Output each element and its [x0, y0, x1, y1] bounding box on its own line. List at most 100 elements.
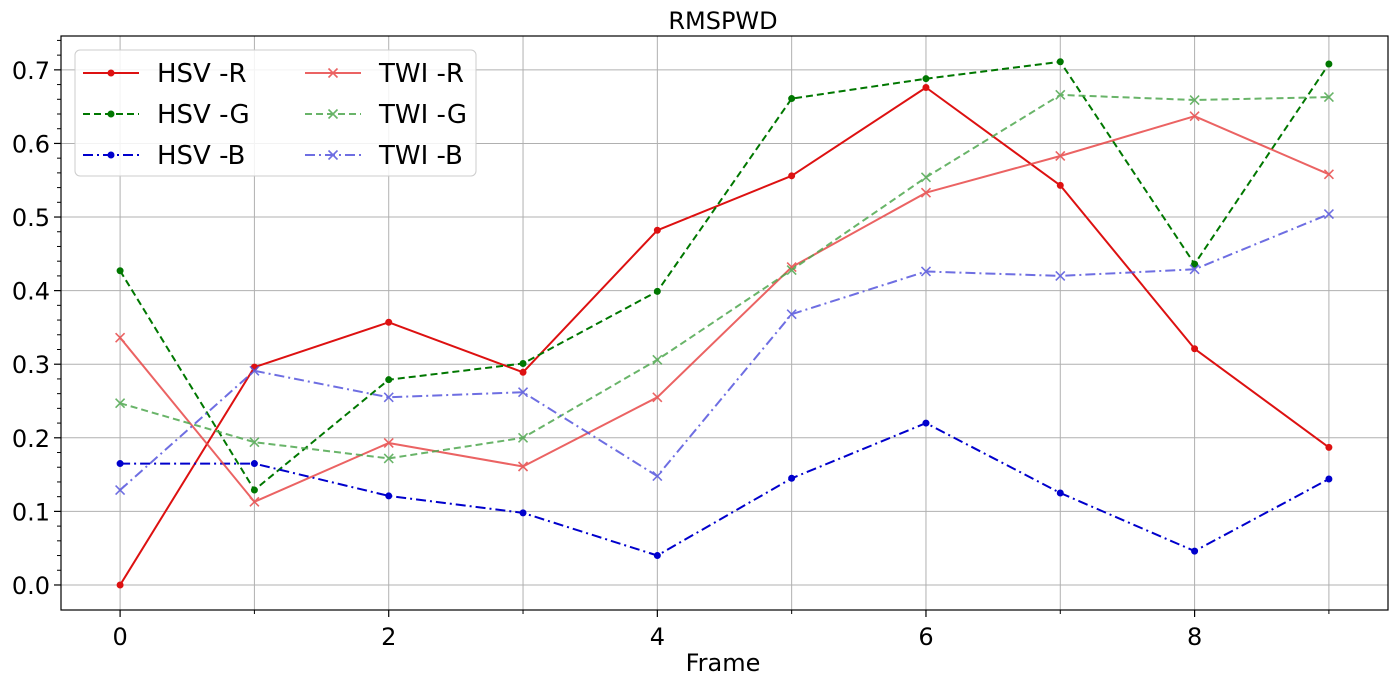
legend-label-hsv-r: HSV -R — [157, 59, 247, 89]
data-point-twi-g — [920, 172, 932, 183]
data-point-hsv-g — [250, 486, 258, 494]
data-point-twi-b — [517, 387, 529, 398]
x-marker-stroke — [1323, 169, 1334, 180]
x-marker-stroke — [786, 262, 797, 273]
data-point-twi-b — [920, 266, 932, 277]
series-hsv-b — [116, 419, 1333, 560]
x-marker-stroke — [249, 496, 260, 507]
legend-marker-twi-b — [327, 149, 339, 161]
data-point-hsv-g — [385, 376, 393, 384]
data-point-hsv-r — [519, 368, 527, 376]
x-marker-stroke — [383, 437, 394, 449]
legend-entry-hsv-r — [83, 69, 139, 77]
y-tick-label: 0.0 — [12, 572, 50, 600]
data-point-twi-g — [1055, 89, 1066, 100]
x-marker-stroke — [652, 392, 663, 403]
x-marker-stroke — [920, 187, 932, 198]
data-point-hsv-b — [250, 460, 258, 468]
data-point-hsv-r — [1056, 181, 1064, 189]
data-point-twi-r — [1323, 169, 1334, 180]
data-point-hsv-r — [1325, 443, 1333, 451]
series-line-hsv-g — [119, 60, 1330, 491]
data-point-twi-g — [1189, 94, 1200, 106]
data-point-hsv-g — [519, 359, 527, 367]
data-point-hsv-r — [385, 318, 393, 326]
series-layer — [115, 58, 1334, 589]
series-line-twi-g — [119, 93, 1329, 460]
data-point-twi-r — [652, 392, 663, 403]
data-point-hsv-b — [1056, 489, 1064, 497]
data-point-hsv-b — [385, 492, 393, 500]
x-tick-label: 0 — [112, 623, 127, 651]
legend-entry-twi-g — [305, 108, 361, 120]
legend-entry-twi-b — [305, 149, 361, 161]
data-point-twi-r — [383, 437, 394, 449]
data-point-hsv-g — [1325, 60, 1333, 68]
grid-lines — [61, 36, 1388, 610]
series-hsv-r — [116, 84, 1333, 589]
x-marker-stroke — [1055, 89, 1066, 100]
x-axis-label: Frame — [686, 649, 761, 677]
series-line-hsv-r — [119, 86, 1330, 586]
legend: HSV -R HSV -G HSV -B TWI -R TWI -G TWI -B — [74, 49, 477, 177]
x-marker-stroke — [1055, 150, 1066, 162]
x-marker-stroke — [786, 309, 797, 320]
legend-marker-hsv-b — [107, 151, 115, 159]
data-point-twi-r — [1055, 150, 1066, 162]
plot-frame — [60, 35, 1389, 611]
data-point-twi-g — [652, 354, 663, 365]
data-point-hsv-b — [788, 474, 796, 482]
legend-entry-hsv-b — [83, 151, 139, 159]
data-point-twi-b — [383, 392, 394, 403]
data-point-hsv-g — [116, 267, 124, 275]
axis-ticks: 0 2 4 6 8 0.0 0.1 0.2 0.3 0.4 0.5 0.6 0.7 — [12, 39, 1330, 651]
x-tick-label: 4 — [650, 623, 665, 651]
data-point-twi-b — [652, 471, 663, 482]
data-point-twi-g — [249, 437, 260, 448]
y-tick-label: 0.3 — [12, 351, 50, 379]
series-twi-g — [115, 89, 1334, 464]
series-twi-b — [115, 209, 1334, 496]
x-marker-stroke — [652, 471, 663, 482]
x-marker-stroke — [249, 365, 260, 376]
legend-marker-hsv-g — [107, 110, 115, 118]
legend-marker-twi-r — [327, 67, 339, 79]
x-marker-stroke — [115, 398, 126, 409]
x-marker-stroke — [383, 453, 394, 464]
x-marker-stroke — [1189, 264, 1200, 275]
data-point-twi-b — [115, 484, 126, 496]
data-point-hsv-b — [519, 509, 527, 517]
data-point-hsv-g — [1056, 58, 1064, 66]
x-tick-label: 2 — [381, 623, 396, 651]
chart-title: RMSPWD — [668, 7, 777, 35]
data-point-twi-r — [115, 332, 126, 343]
series-line-hsv-b — [120, 422, 1330, 557]
legend-entry-hsv-g — [83, 110, 139, 118]
data-point-hsv-g — [788, 95, 796, 103]
data-point-twi-r — [1189, 111, 1200, 122]
x-marker-stroke — [1189, 111, 1200, 122]
x-marker-stroke — [1055, 270, 1066, 281]
x-marker-stroke — [1189, 94, 1200, 106]
legend-entry-twi-r — [305, 67, 361, 79]
legend-marker-twi-g — [327, 108, 339, 120]
legend-label-hsv-g: HSV -G — [157, 100, 250, 130]
x-marker-stroke — [1323, 92, 1334, 103]
data-point-hsv-b — [1325, 475, 1333, 483]
data-point-hsv-r — [1191, 345, 1199, 353]
y-tick-label: 0.5 — [12, 204, 50, 232]
x-marker-stroke — [115, 484, 126, 496]
data-point-twi-r — [786, 262, 797, 273]
x-tick-label: 8 — [1187, 623, 1202, 651]
x-marker-stroke — [327, 67, 339, 79]
data-point-twi-g — [1323, 92, 1334, 103]
data-point-twi-g — [115, 398, 126, 409]
legend-box — [74, 49, 477, 177]
series-line-twi-r — [119, 115, 1330, 503]
data-point-hsv-b — [653, 552, 661, 560]
series-twi-r — [115, 111, 1334, 507]
data-point-twi-b — [249, 365, 260, 376]
y-tick-label: 0.7 — [12, 57, 50, 85]
legend-label-hsv-b: HSV -B — [157, 141, 245, 171]
